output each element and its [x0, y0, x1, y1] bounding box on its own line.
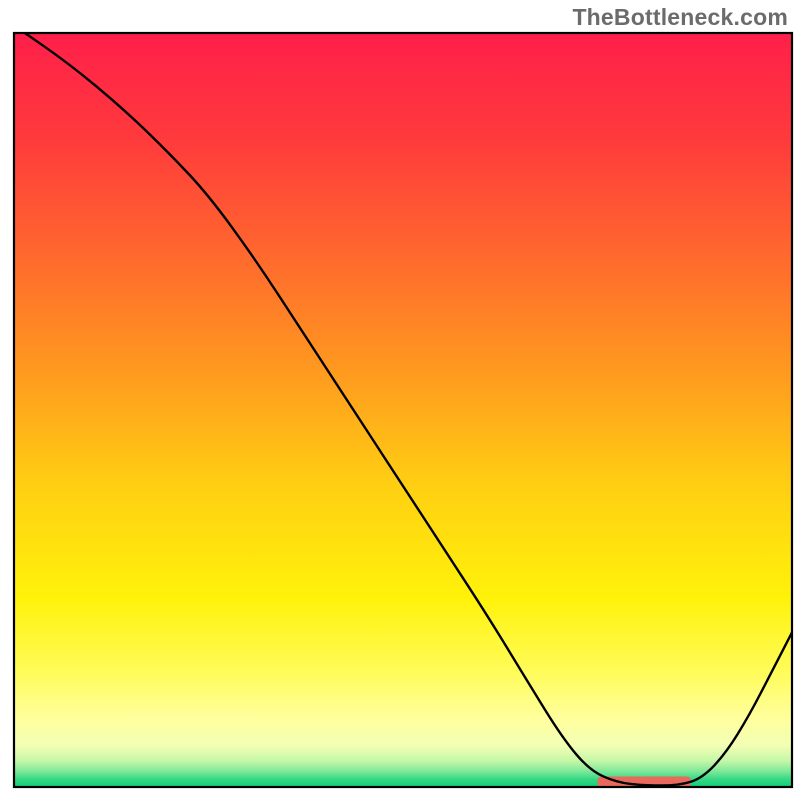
gradient-background [14, 33, 792, 787]
chart-container: TheBottleneck.com [0, 0, 800, 800]
chart-svg [0, 0, 800, 800]
